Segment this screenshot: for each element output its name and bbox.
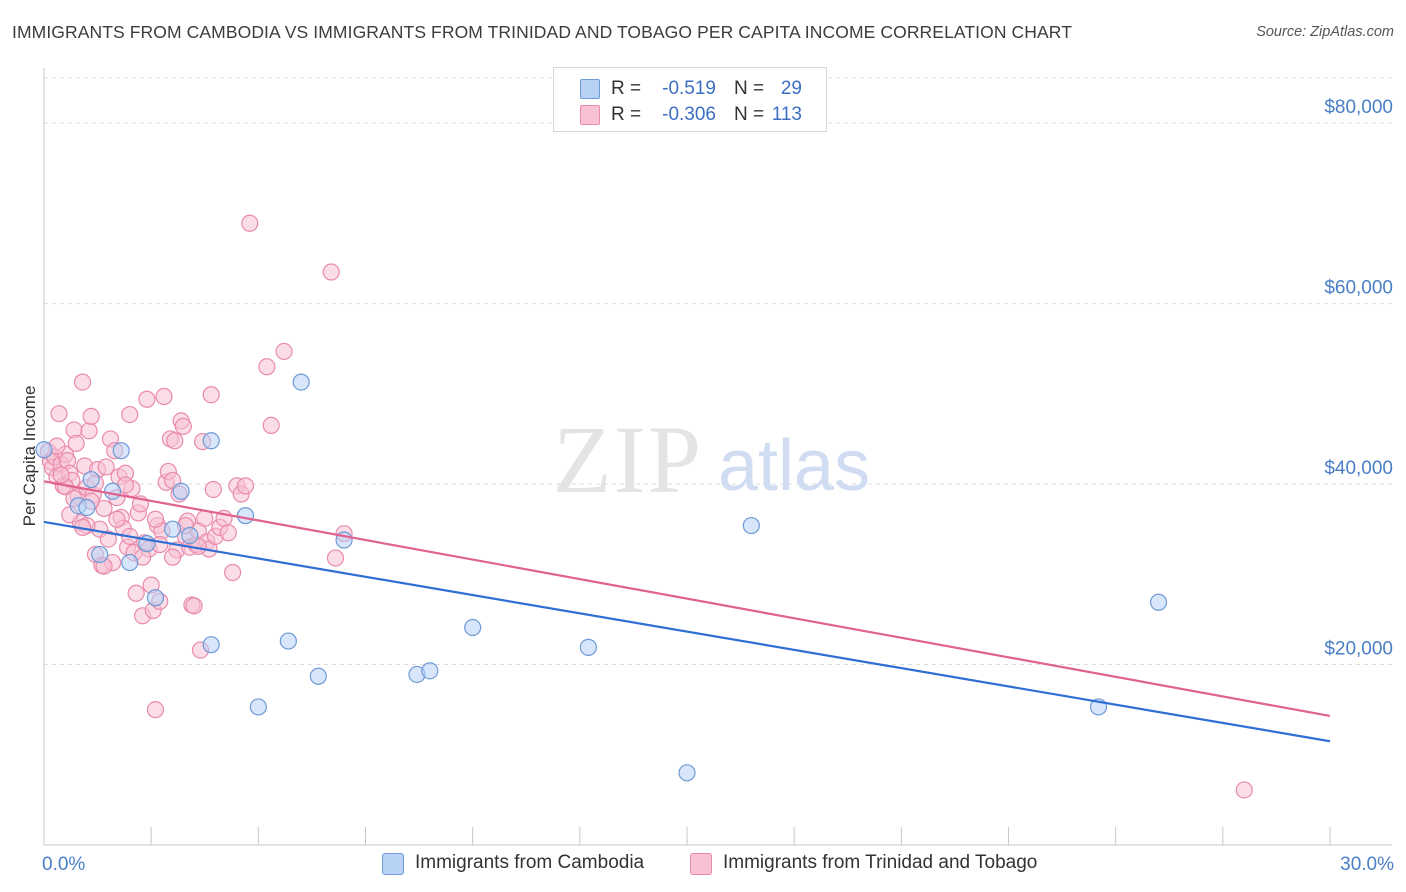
y-tick-label: $20,000	[1324, 639, 1393, 660]
cambodia-point	[202, 432, 220, 450]
y-axis-label: Per Capita Income	[20, 386, 39, 527]
trinidad-point	[241, 214, 259, 232]
cambodia-point	[742, 516, 760, 535]
x-tick-label: 0.0%	[42, 854, 85, 875]
x-tick-labels: 0.0% 30.0%	[42, 827, 1394, 875]
y-tick-labels: $20,000 $40,000 $60,000 $80,000	[1324, 97, 1393, 659]
legend-row-trinidad: R = -0.306 N = 113	[554, 102, 826, 128]
trinidad-point	[1235, 781, 1253, 799]
trinidad-point	[67, 434, 85, 453]
legend-swatch-cambodia	[580, 79, 600, 99]
trinidad-point	[202, 386, 220, 404]
series-cambodia-points	[35, 373, 1168, 782]
cambodia-point	[78, 498, 96, 517]
cambodia-point	[35, 441, 53, 459]
cambodia-point	[112, 442, 130, 460]
legend-label-cambodia: Immigrants from Cambodia	[415, 852, 645, 873]
trinidad-point	[166, 432, 184, 450]
y-tick-label: $40,000	[1324, 458, 1393, 479]
trinidad-point	[80, 422, 98, 440]
trinidad-point	[108, 510, 126, 528]
legend-label-trinidad: Immigrants from Trinidad and Tobago	[723, 852, 1038, 873]
cambodia-point	[279, 632, 297, 650]
trinidad-point	[97, 458, 115, 476]
trinidad-point	[224, 563, 242, 582]
grid-lines	[44, 77, 1392, 666]
cambodia-point	[421, 662, 439, 680]
series-legend: Immigrants from Cambodia Immigrants from…	[0, 852, 1406, 878]
cambodia-point	[1149, 593, 1168, 611]
trinidad-point	[99, 530, 117, 548]
chart-title: IMMIGRANTS FROM CAMBODIA VS IMMIGRANTS F…	[12, 22, 1073, 42]
legend-n-value: 113	[771, 104, 802, 125]
cambodia-point	[292, 373, 310, 391]
legend-swatch-cambodia	[382, 853, 404, 875]
legend-n-label: N =	[734, 104, 765, 125]
trinidad-point	[127, 584, 145, 602]
cambodia-point	[678, 764, 696, 782]
cambodia-point	[579, 638, 598, 656]
trinidad-point	[164, 548, 182, 566]
cambodia-point	[309, 667, 327, 685]
watermark: ZIP atlas	[553, 406, 870, 513]
legend-swatch-trinidad	[580, 105, 600, 125]
watermark-zip: ZIP	[553, 406, 703, 513]
y-tick-label: $80,000	[1324, 97, 1393, 118]
trend-lines	[43, 480, 1331, 743]
cambodia-point	[146, 589, 165, 607]
cambodia-point	[181, 526, 199, 545]
cambodia-trend-line	[43, 520, 1331, 743]
cambodia-point	[464, 618, 482, 637]
trinidad-point	[236, 477, 255, 495]
trinidad-point	[322, 263, 340, 281]
chart-source: Source: ZipAtlas.com	[1256, 24, 1394, 40]
trinidad-point	[52, 466, 70, 484]
cambodia-point	[82, 470, 100, 489]
legend-n-value: 29	[780, 78, 802, 99]
legend-swatch-trinidad	[690, 853, 712, 875]
trinidad-point	[326, 549, 345, 567]
cambodia-point	[202, 636, 220, 654]
cambodia-point	[164, 520, 182, 538]
trinidad-point	[219, 524, 237, 542]
cambodia-point	[249, 698, 267, 716]
trinidad-point	[95, 499, 113, 518]
trinidad-point	[155, 387, 173, 406]
trinidad-point	[138, 390, 156, 408]
trinidad-point	[258, 358, 276, 376]
watermark-atlas: atlas	[718, 426, 870, 506]
trinidad-point	[73, 373, 92, 391]
trinidad-point	[204, 480, 222, 499]
cambodia-point	[103, 482, 122, 500]
cambodia-point	[236, 507, 255, 525]
trinidad-point	[275, 342, 293, 361]
legend-n-label: N =	[734, 78, 765, 99]
trinidad-point	[146, 510, 165, 528]
legend-r-label: R =	[611, 78, 642, 99]
cambodia-point	[91, 545, 109, 564]
trinidad-point	[82, 407, 100, 425]
trinidad-point	[262, 416, 280, 435]
trinidad-point	[146, 701, 165, 719]
legend-r-value: -0.519	[662, 78, 716, 99]
legend-r-value: -0.306	[662, 104, 716, 125]
y-tick-label: $60,000	[1324, 278, 1393, 299]
trinidad-point	[50, 405, 68, 423]
legend-r-label: R =	[611, 104, 642, 125]
correlation-legend: R = -0.519 N = 29 R = -0.306 N = 113	[553, 67, 827, 132]
legend-row-cambodia: R = -0.519 N = 29	[554, 76, 826, 102]
trinidad-trend-line	[43, 480, 1331, 718]
trinidad-point	[174, 417, 192, 435]
trinidad-point	[121, 405, 139, 424]
trinidad-point	[185, 597, 203, 615]
x-tick-label: 30.0%	[1340, 854, 1394, 875]
cambodia-point	[121, 553, 139, 572]
cambodia-point	[172, 482, 190, 500]
